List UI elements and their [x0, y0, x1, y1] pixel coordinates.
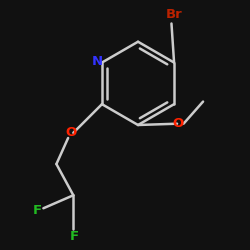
Text: F: F — [70, 230, 79, 243]
Text: N: N — [92, 55, 103, 68]
Text: Br: Br — [166, 8, 182, 21]
Text: O: O — [66, 126, 77, 139]
Text: F: F — [32, 204, 42, 218]
Text: O: O — [172, 117, 183, 130]
